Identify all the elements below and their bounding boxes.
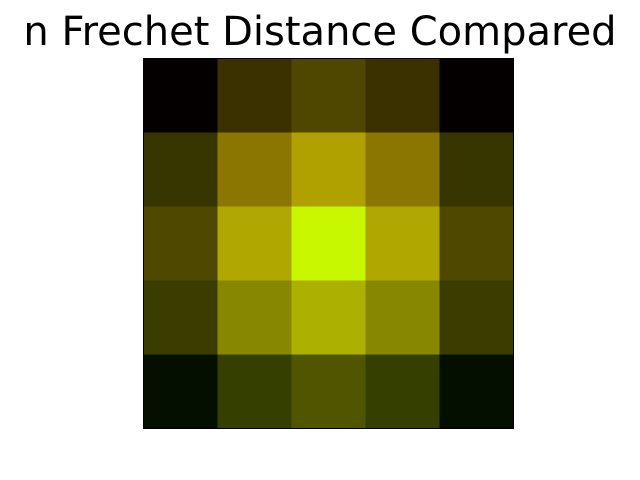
heatmap-cells [143,58,514,429]
heatmap-cell-r0-c2 [291,58,366,133]
heatmap-cell-r3-c1 [217,280,292,355]
heatmap-cell-r2-c0 [143,206,218,281]
heatmap-cell-r4-c1 [217,354,292,429]
heatmap-cell-r3-c3 [365,280,440,355]
heatmap-cell-r4-c4 [439,354,514,429]
heatmap-cell-r3-c0 [143,280,218,355]
heatmap-cell-r2-c1 [217,206,292,281]
heatmap-cell-r0-c0 [143,58,218,133]
heatmap-cell-r0-c1 [217,58,292,133]
heatmap-cell-r4-c2 [291,354,366,429]
heatmap-cell-r4-c0 [143,354,218,429]
heatmap-frame [143,58,514,429]
heatmap-cell-r2-c4 [439,206,514,281]
heatmap-cell-r1-c3 [365,132,440,207]
heatmap-cell-r1-c0 [143,132,218,207]
heatmap-cell-r2-c3 [365,206,440,281]
heatmap-cell-r0-c4 [439,58,514,133]
heatmap-cell-r4-c3 [365,354,440,429]
chart-title: n Frechet Distance Compared [23,9,617,55]
heatmap-cell-r2-c2 [291,206,366,281]
heatmap-cell-r3-c2 [291,280,366,355]
heatmap-cell-r1-c2 [291,132,366,207]
heatmap-cell-r1-c1 [217,132,292,207]
heatmap-cell-r1-c4 [439,132,514,207]
heatmap-cell-r3-c4 [439,280,514,355]
heatmap-cell-r0-c3 [365,58,440,133]
